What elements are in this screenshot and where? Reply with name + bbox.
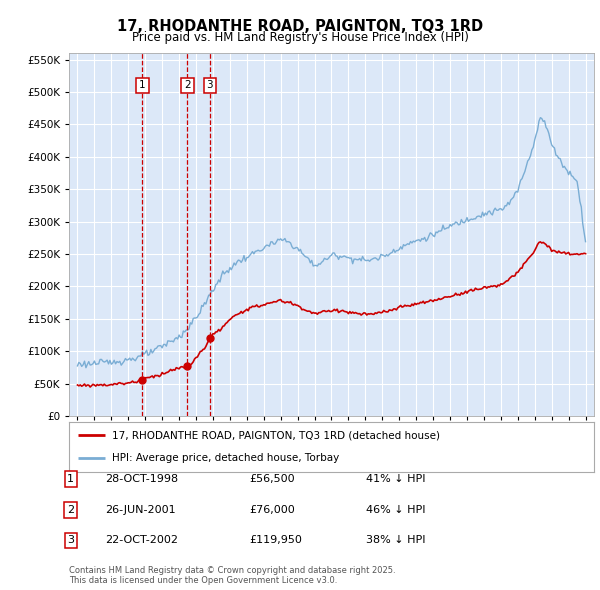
Text: 3: 3 [206, 80, 213, 90]
Text: 17, RHODANTHE ROAD, PAIGNTON, TQ3 1RD: 17, RHODANTHE ROAD, PAIGNTON, TQ3 1RD [117, 19, 483, 34]
Text: 38% ↓ HPI: 38% ↓ HPI [366, 536, 425, 545]
Text: £56,500: £56,500 [249, 474, 295, 484]
Text: 3: 3 [67, 536, 74, 545]
Text: 17, RHODANTHE ROAD, PAIGNTON, TQ3 1RD (detached house): 17, RHODANTHE ROAD, PAIGNTON, TQ3 1RD (d… [112, 430, 440, 440]
Text: £119,950: £119,950 [249, 536, 302, 545]
Text: Price paid vs. HM Land Registry's House Price Index (HPI): Price paid vs. HM Land Registry's House … [131, 31, 469, 44]
Text: 41% ↓ HPI: 41% ↓ HPI [366, 474, 425, 484]
Text: 46% ↓ HPI: 46% ↓ HPI [366, 505, 425, 514]
Text: 2: 2 [67, 505, 74, 514]
Text: 22-OCT-2002: 22-OCT-2002 [105, 536, 178, 545]
Text: HPI: Average price, detached house, Torbay: HPI: Average price, detached house, Torb… [112, 454, 340, 464]
Text: 1: 1 [139, 80, 146, 90]
Text: 28-OCT-1998: 28-OCT-1998 [105, 474, 178, 484]
Text: 1: 1 [67, 474, 74, 484]
Text: 2: 2 [184, 80, 191, 90]
Text: £76,000: £76,000 [249, 505, 295, 514]
Text: Contains HM Land Registry data © Crown copyright and database right 2025.
This d: Contains HM Land Registry data © Crown c… [69, 566, 395, 585]
Text: 26-JUN-2001: 26-JUN-2001 [105, 505, 176, 514]
